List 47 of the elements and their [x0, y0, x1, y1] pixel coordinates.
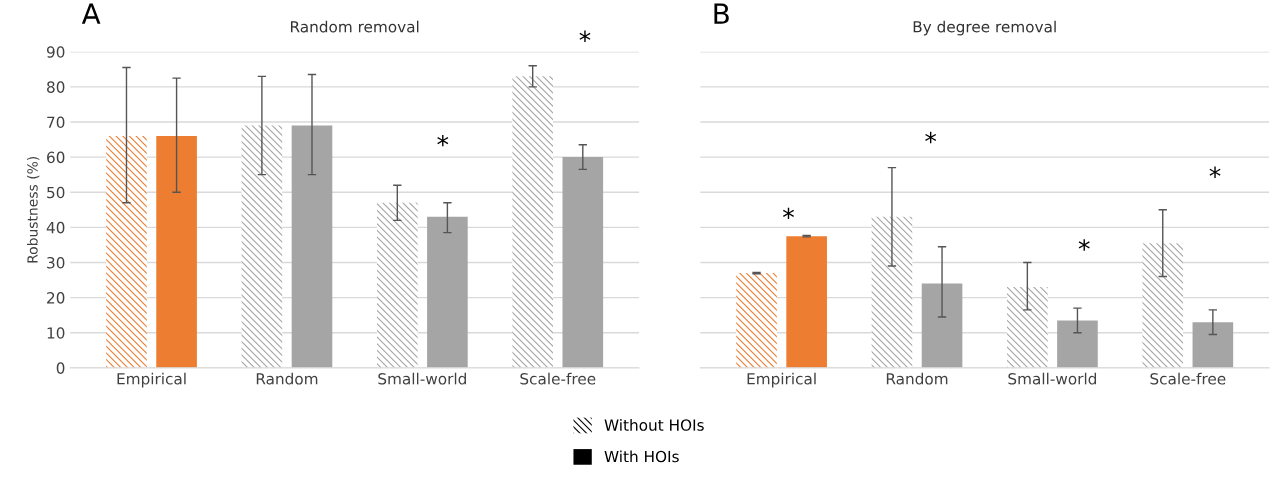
bar	[786, 236, 827, 368]
x-tick-label: Scale-free	[520, 372, 596, 385]
y-tick-label: 70	[47, 116, 65, 129]
y-axis-title: Robustness (%)	[26, 156, 40, 263]
x-tick-label: Empirical	[117, 372, 186, 388]
y-tick-label: 20	[47, 292, 65, 304]
bar	[1007, 287, 1048, 368]
y-tick-label: 90	[46, 46, 65, 58]
bar	[1057, 320, 1098, 368]
y-tick-label: 30	[47, 256, 65, 269]
x-tick-label: Empirical	[747, 372, 816, 388]
y-tick-label: 10	[47, 327, 65, 339]
annotation: *	[782, 207, 794, 220]
annotation: *	[1078, 239, 1090, 251]
bar	[1192, 322, 1234, 368]
y-tick-label: 50	[47, 186, 65, 199]
bar	[241, 125, 283, 368]
bar	[562, 157, 604, 368]
y-tick-label: 0	[56, 362, 65, 374]
bar	[512, 76, 554, 368]
bar	[156, 136, 197, 368]
y-tick-label: 40	[46, 221, 65, 234]
bar	[427, 216, 468, 368]
bar	[736, 273, 777, 368]
y-tick-label: 60	[47, 151, 65, 164]
bar	[1142, 243, 1184, 368]
bar	[871, 216, 913, 368]
text: With HOIs	[604, 450, 679, 463]
y-tick-label: 80	[47, 81, 65, 93]
text: Without HOIs	[604, 419, 704, 431]
annotation: *	[925, 131, 937, 144]
bar	[921, 283, 963, 368]
x-tick-label: Random	[256, 372, 318, 385]
bar	[106, 136, 147, 368]
text: B	[714, 3, 729, 24]
x-tick-label: Small-world	[1008, 372, 1097, 385]
text: A	[81, 3, 101, 24]
chart-title: By degree removal	[913, 20, 1056, 36]
annotation: *	[1209, 166, 1221, 178]
text: *	[579, 30, 591, 42]
annotation: *	[437, 134, 449, 147]
x-tick-label: Random	[886, 372, 948, 385]
bar	[291, 125, 333, 368]
bar	[376, 202, 418, 368]
x-tick-label: Scale-free	[1150, 372, 1226, 385]
x-tick-label: Small-world	[378, 372, 466, 385]
chart-title: Random removal	[290, 20, 419, 33]
